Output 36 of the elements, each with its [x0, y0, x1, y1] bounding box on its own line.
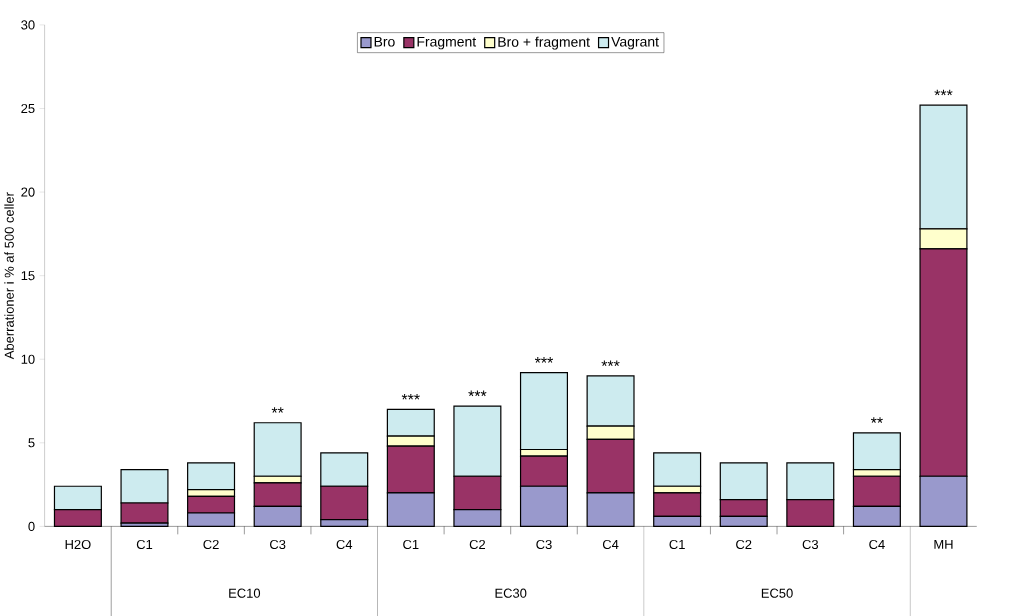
x-tick-label: C4 [869, 539, 885, 549]
y-tick-label: 10 [21, 354, 35, 364]
x-tick-label: C1 [403, 539, 419, 549]
y-tick-label: 0 [28, 521, 35, 531]
y-tick-label: 20 [21, 187, 35, 197]
y-axis-title: Aberrationer i % af 500 celler [4, 192, 14, 360]
text: EC50 [761, 588, 793, 598]
x-tick-label: MH [934, 539, 953, 549]
x-tick-label: C2 [203, 539, 219, 549]
y-tick-label: 5 [28, 438, 35, 448]
x-tick-label: C1 [136, 539, 153, 549]
x-tick-label: C1 [669, 539, 685, 549]
x-tick-label: C2 [469, 539, 486, 549]
x-tick-label: C3 [536, 539, 552, 549]
x-tick-label: C4 [602, 539, 619, 549]
text: EC10 [229, 588, 261, 598]
total-label: *** [401, 393, 420, 400]
total-label: *** [468, 390, 487, 396]
y-tick-label: 25 [21, 103, 35, 113]
total-label: *** [601, 360, 620, 366]
legend-label: Bro + fragment [498, 36, 590, 50]
x-tick-label: C4 [336, 539, 353, 549]
legend-label: Fragment [417, 36, 477, 50]
total-label: *** [534, 356, 554, 363]
total-label: ** [271, 407, 284, 413]
text: EC30 [495, 588, 527, 598]
x-tick-label: C3 [270, 539, 286, 549]
legend-label: Bro [374, 36, 395, 47]
x-tick-label: H2O [65, 539, 91, 549]
total-label: ** [870, 417, 883, 423]
x-tick-label: C3 [802, 539, 819, 549]
legend-label: Vagrant [611, 36, 659, 50]
total-label: *** [934, 89, 953, 96]
y-tick-label: 30 [21, 20, 35, 30]
y-tick-label: 15 [21, 270, 35, 281]
x-tick-label: C2 [736, 539, 752, 549]
